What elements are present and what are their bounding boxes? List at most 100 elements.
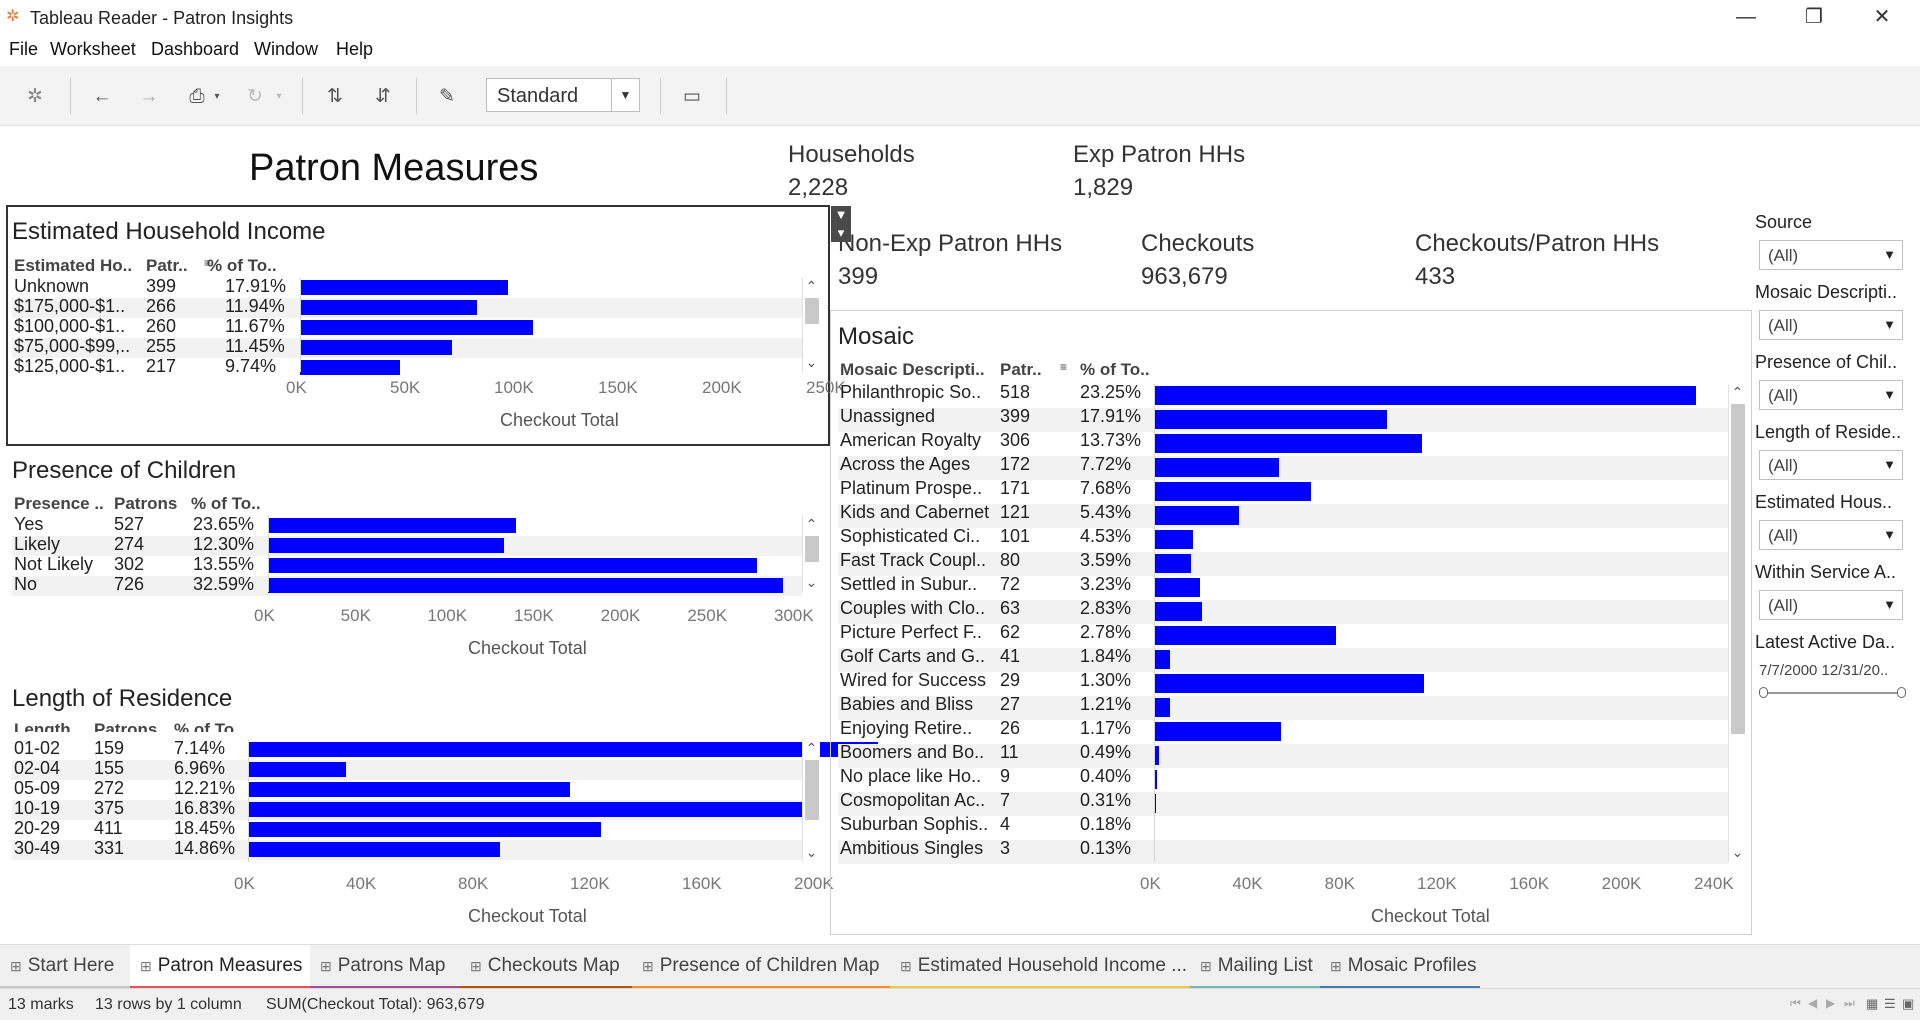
mosaic-row-label[interactable]: Couples with Clo.. [840,598,986,618]
mosaic-row-label[interactable]: Enjoying Retire.. [840,718,973,738]
income-row-label[interactable]: $125,000-$1.. [14,356,126,376]
chevron-down-icon[interactable]: ⌄ [805,354,818,370]
mosaic-bar[interactable] [1154,746,1159,765]
income-panel[interactable] [6,205,830,446]
children-row-label[interactable]: Yes [14,514,44,534]
mosaic-bar[interactable] [1154,458,1279,477]
mosaic-bar[interactable] [1154,674,1425,693]
mosaic-bar[interactable] [1154,482,1311,501]
tab-nav-last-icon[interactable]: ⏭ [1844,996,1855,1010]
restore-button[interactable]: ❐ [1805,6,1823,28]
children-header-category[interactable]: Presence .. [14,494,104,513]
presentation-mode-icon[interactable]: ▭ [683,86,701,107]
residence-scroll-thumb[interactable] [805,760,819,820]
income-scroll-thumb[interactable] [805,298,819,324]
mosaic-row-label[interactable]: Ambitious Singles [840,838,984,858]
residence-header-pct[interactable]: % of To.. [174,720,244,732]
mosaic-row-label[interactable]: Babies and Bliss [840,694,974,714]
children-row-label[interactable]: Not Likely [14,554,94,574]
list-view-icon[interactable]: ☰ [1884,996,1896,1011]
mosaic-row-label[interactable]: Sophisticated Ci.. [840,526,981,546]
income-bar[interactable] [300,280,508,295]
mosaic-bar[interactable] [1154,506,1240,525]
income-bar[interactable] [300,360,400,375]
mosaic-bar[interactable] [1154,386,1697,405]
grid-view-icon[interactable]: ▦ [1866,996,1879,1011]
residence-bar[interactable] [248,782,570,797]
sort-icon[interactable]: ≡ [204,256,212,270]
pause-updates-icon[interactable]: ⎙ [189,86,205,107]
tab-patron-measures[interactable]: ⊞ Patron Measures [130,945,310,989]
residence-row-label[interactable]: 10-19 [14,798,61,818]
children-bar[interactable] [268,578,783,593]
filter-select[interactable]: (All) ▼ [1759,450,1903,480]
income-bar[interactable] [300,320,533,335]
mosaic-header-patrons[interactable]: Patr.. [1000,360,1042,379]
mosaic-scrollbar[interactable]: ⌃ ⌄ [1728,384,1746,862]
children-row-label[interactable]: Likely [14,534,61,554]
chevron-up-icon[interactable]: ⌃ [805,740,818,756]
mosaic-header-pct[interactable]: % of To.. [1080,360,1150,379]
residence-bar[interactable] [248,742,878,757]
refresh-icon[interactable]: ↻ [247,86,263,107]
children-scroll-thumb[interactable] [805,536,819,562]
mosaic-row-label[interactable]: Boomers and Bo.. [840,742,985,762]
chevron-up-icon[interactable]: ⌃ [1731,384,1744,400]
date-slider-handle-right[interactable] [1897,687,1906,698]
back-icon[interactable]: ← [92,86,112,107]
mosaic-bar[interactable] [1154,650,1171,669]
minimize-button[interactable]: — [1736,6,1756,28]
children-header-patrons[interactable]: Patrons [114,494,178,513]
income-bar[interactable] [300,300,477,315]
mosaic-row-label[interactable]: American Royalty [840,430,982,450]
refresh-dropdown-icon[interactable]: ▾ [276,91,282,102]
sort-descending-icon[interactable]: ⇵ [375,86,391,107]
mosaic-header-category[interactable]: Mosaic Descripti.. [840,360,985,379]
tab-patrons-map[interactable]: ⊞ Patrons Map [310,945,460,989]
residence-scrollbar[interactable]: ⌃ ⌄ [802,740,820,862]
mosaic-bar[interactable] [1154,554,1191,573]
sort-icon[interactable]: ≡ [1060,360,1068,374]
view-size-select[interactable]: Standard ▼ [486,78,640,112]
mosaic-row-label[interactable]: Philanthropic So.. [840,382,982,402]
menu-dashboard[interactable]: Dashboard [151,39,240,59]
chevron-down-icon[interactable]: ⌄ [805,844,818,860]
residence-row-label[interactable]: 05-09 [14,778,61,798]
chevron-down-icon[interactable]: ⌄ [805,574,818,590]
children-header-pct[interactable]: % of To.. [191,494,261,513]
mosaic-row-label[interactable]: No place like Ho.. [840,766,982,786]
mosaic-row-label[interactable]: Fast Track Coupl.. [840,550,987,570]
tab-presence-of-children-map[interactable]: ⊞ Presence of Children Map [632,945,890,989]
residence-row-label[interactable]: 20-29 [14,818,61,838]
residence-header-patrons[interactable]: Patrons [94,720,158,732]
mosaic-scroll-thumb[interactable] [1731,404,1745,734]
mosaic-bar[interactable] [1154,410,1388,429]
income-header-category[interactable]: Estimated Ho.. [14,256,133,275]
mosaic-bar[interactable] [1154,698,1171,717]
close-button[interactable]: ✕ [1873,6,1891,28]
children-bar[interactable] [268,538,504,553]
income-bar[interactable] [300,340,452,355]
filter-select[interactable]: (All) ▼ [1759,520,1903,550]
date-slider-handle-left[interactable] [1759,687,1768,698]
residence-bar[interactable] [248,802,808,817]
children-scrollbar[interactable]: ⌃ ⌄ [802,516,820,592]
forward-icon[interactable]: → [139,86,159,107]
children-row-label[interactable]: No [14,574,38,594]
pause-dropdown-icon[interactable]: ▾ [214,91,220,102]
income-scrollbar[interactable]: ⌃ ⌄ [802,278,820,372]
residence-header-category[interactable]: Length .. [14,720,85,732]
mosaic-bar[interactable] [1154,434,1422,453]
mosaic-bar[interactable] [1154,722,1281,741]
residence-row-label[interactable]: 01-02 [14,738,61,758]
tab-start-here[interactable]: ⊞ Start Here [0,945,130,989]
mosaic-row-label[interactable]: Golf Carts and G.. [840,646,986,666]
tab-nav-next-icon[interactable]: ▶ [1826,996,1836,1010]
chevron-up-icon[interactable]: ⌃ [805,278,818,294]
mosaic-row-label[interactable]: Unassigned [840,406,936,426]
mosaic-bar[interactable] [1154,602,1203,621]
mosaic-bar[interactable] [1154,626,1337,645]
filter-select[interactable]: (All) ▼ [1759,240,1903,270]
income-row-label[interactable]: Unknown [14,276,90,296]
tab-mailing-list[interactable]: ⊞ Mailing List [1190,945,1320,989]
